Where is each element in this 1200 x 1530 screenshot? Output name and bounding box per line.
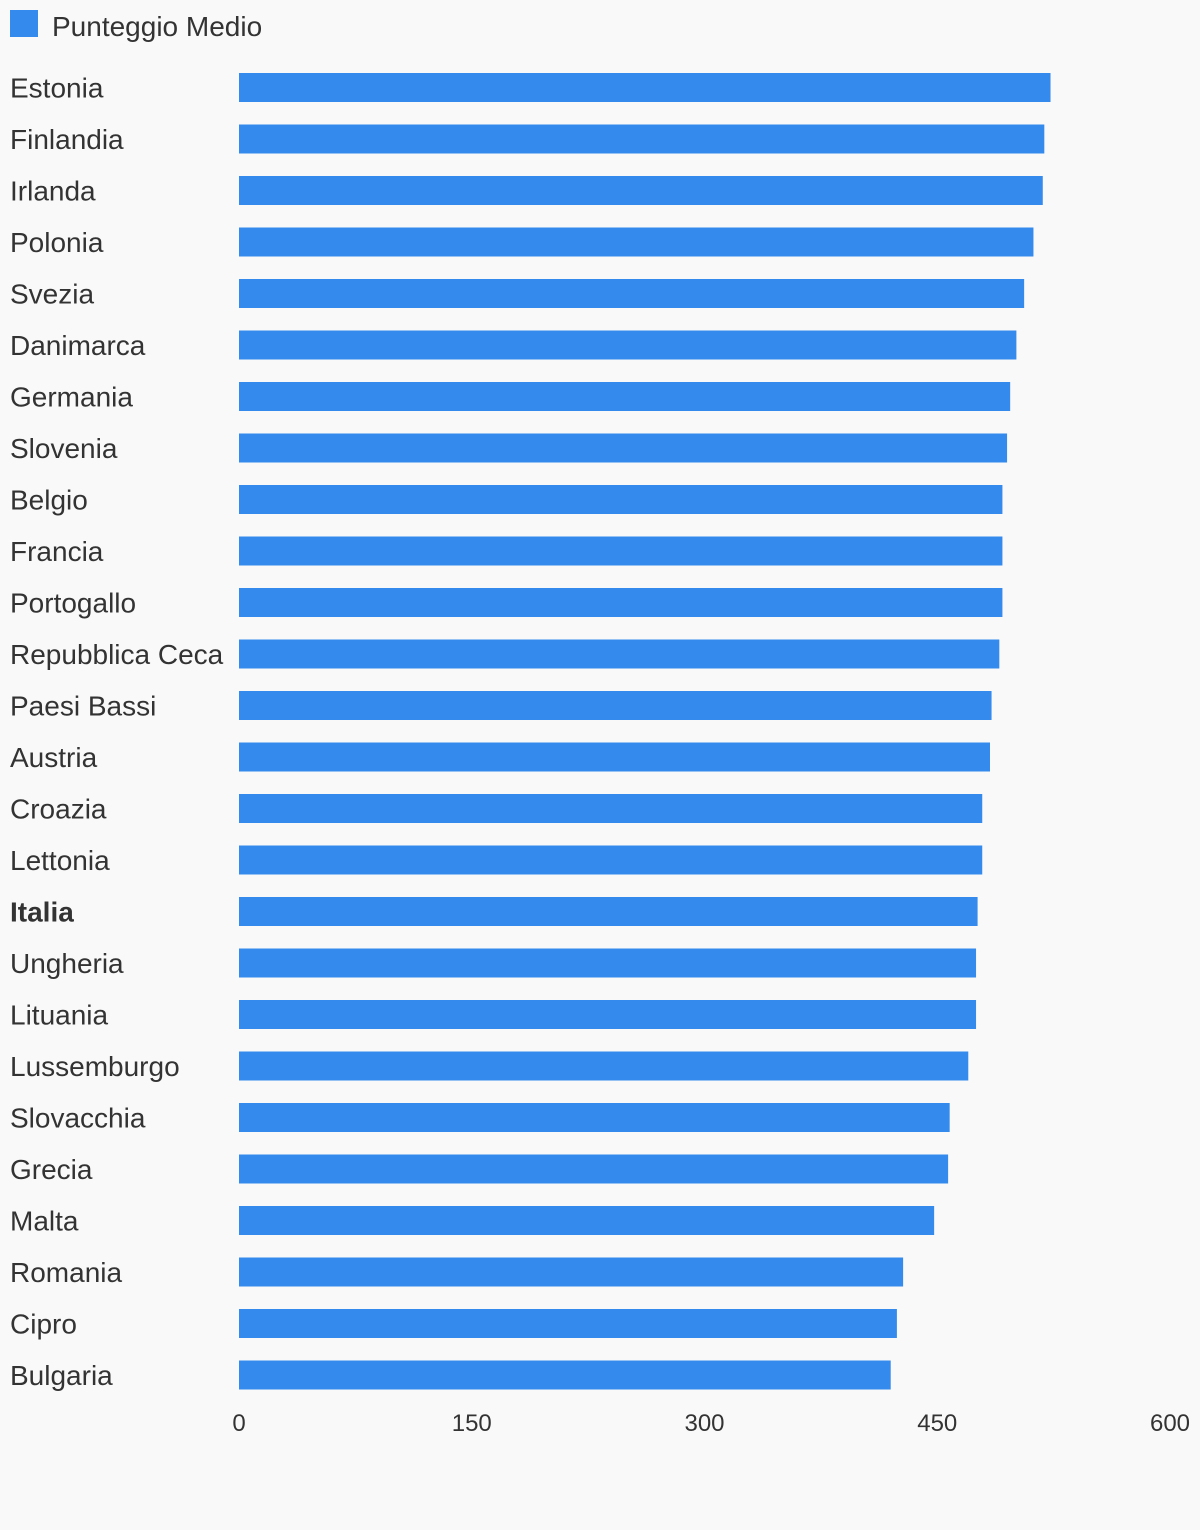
bar bbox=[239, 588, 1003, 617]
category-label: Malta bbox=[10, 1206, 79, 1237]
category-label: Croazia bbox=[10, 794, 107, 825]
bar bbox=[239, 1051, 969, 1081]
category-label: Estonia bbox=[10, 73, 104, 104]
bars bbox=[239, 73, 1051, 1390]
bar bbox=[239, 1206, 935, 1235]
category-label: Portogallo bbox=[10, 588, 136, 619]
category-labels: Estonia Finlandia Irlanda Polonia Svezia Dani… bbox=[10, 73, 224, 1392]
category-label: Danimarca bbox=[10, 330, 146, 361]
category-label: Slovacchia bbox=[10, 1103, 146, 1134]
category-label: Lituania bbox=[10, 1000, 109, 1031]
category-label: Repubblica Ceca bbox=[10, 639, 224, 670]
category-label: Grecia bbox=[10, 1154, 93, 1185]
category-label: Francia bbox=[10, 536, 104, 567]
category-label: Polonia bbox=[10, 227, 104, 258]
category-label: Finlandia bbox=[10, 124, 124, 155]
bar bbox=[239, 639, 1000, 669]
category-label: Austria bbox=[10, 742, 98, 773]
bar bbox=[239, 1360, 891, 1390]
category-label: Belgio bbox=[10, 485, 88, 516]
bar bbox=[239, 845, 983, 875]
x-tick-label: 300 bbox=[684, 1410, 724, 1437]
bar bbox=[239, 279, 1025, 308]
category-label: Paesi Bassi bbox=[10, 691, 156, 722]
bar bbox=[239, 691, 992, 720]
x-tick-label: 450 bbox=[917, 1410, 957, 1437]
category-label: Cipro bbox=[10, 1309, 77, 1340]
category-label: Svezia bbox=[10, 279, 94, 310]
bar bbox=[239, 948, 977, 978]
category-label: Irlanda bbox=[10, 176, 96, 207]
legend-label: Punteggio Medio bbox=[52, 11, 262, 42]
category-label: Italia bbox=[10, 897, 74, 928]
bar bbox=[239, 536, 1003, 566]
bar bbox=[239, 124, 1045, 154]
category-label: Romania bbox=[10, 1257, 122, 1288]
bar bbox=[239, 330, 1017, 360]
x-tick-label: 0 bbox=[232, 1410, 245, 1437]
category-label: Ungheria bbox=[10, 948, 124, 979]
x-tick-label: 600 bbox=[1150, 1410, 1190, 1437]
category-label: Bulgaria bbox=[10, 1360, 113, 1391]
bar bbox=[239, 1000, 977, 1029]
bar bbox=[239, 742, 991, 772]
x-axis-ticks: 0 150 300 450 600 bbox=[232, 1410, 1190, 1437]
bar bbox=[239, 1257, 904, 1287]
bar bbox=[239, 433, 1008, 463]
category-label: Slovenia bbox=[10, 433, 118, 464]
category-label: Germania bbox=[10, 382, 133, 413]
bar bbox=[239, 1154, 949, 1184]
bar bbox=[239, 794, 983, 823]
bar bbox=[239, 1103, 950, 1132]
bar bbox=[239, 897, 978, 926]
x-tick-label: 150 bbox=[452, 1410, 492, 1437]
legend-swatch bbox=[10, 10, 38, 37]
bar bbox=[239, 227, 1034, 257]
category-label: Lussemburgo bbox=[10, 1051, 180, 1082]
bar bbox=[239, 382, 1011, 411]
bar bbox=[239, 73, 1051, 102]
legend: Punteggio Medio bbox=[10, 10, 262, 42]
bar bbox=[239, 176, 1043, 205]
category-label: Lettonia bbox=[10, 845, 110, 876]
bar bbox=[239, 1309, 897, 1338]
bar bbox=[239, 485, 1003, 514]
